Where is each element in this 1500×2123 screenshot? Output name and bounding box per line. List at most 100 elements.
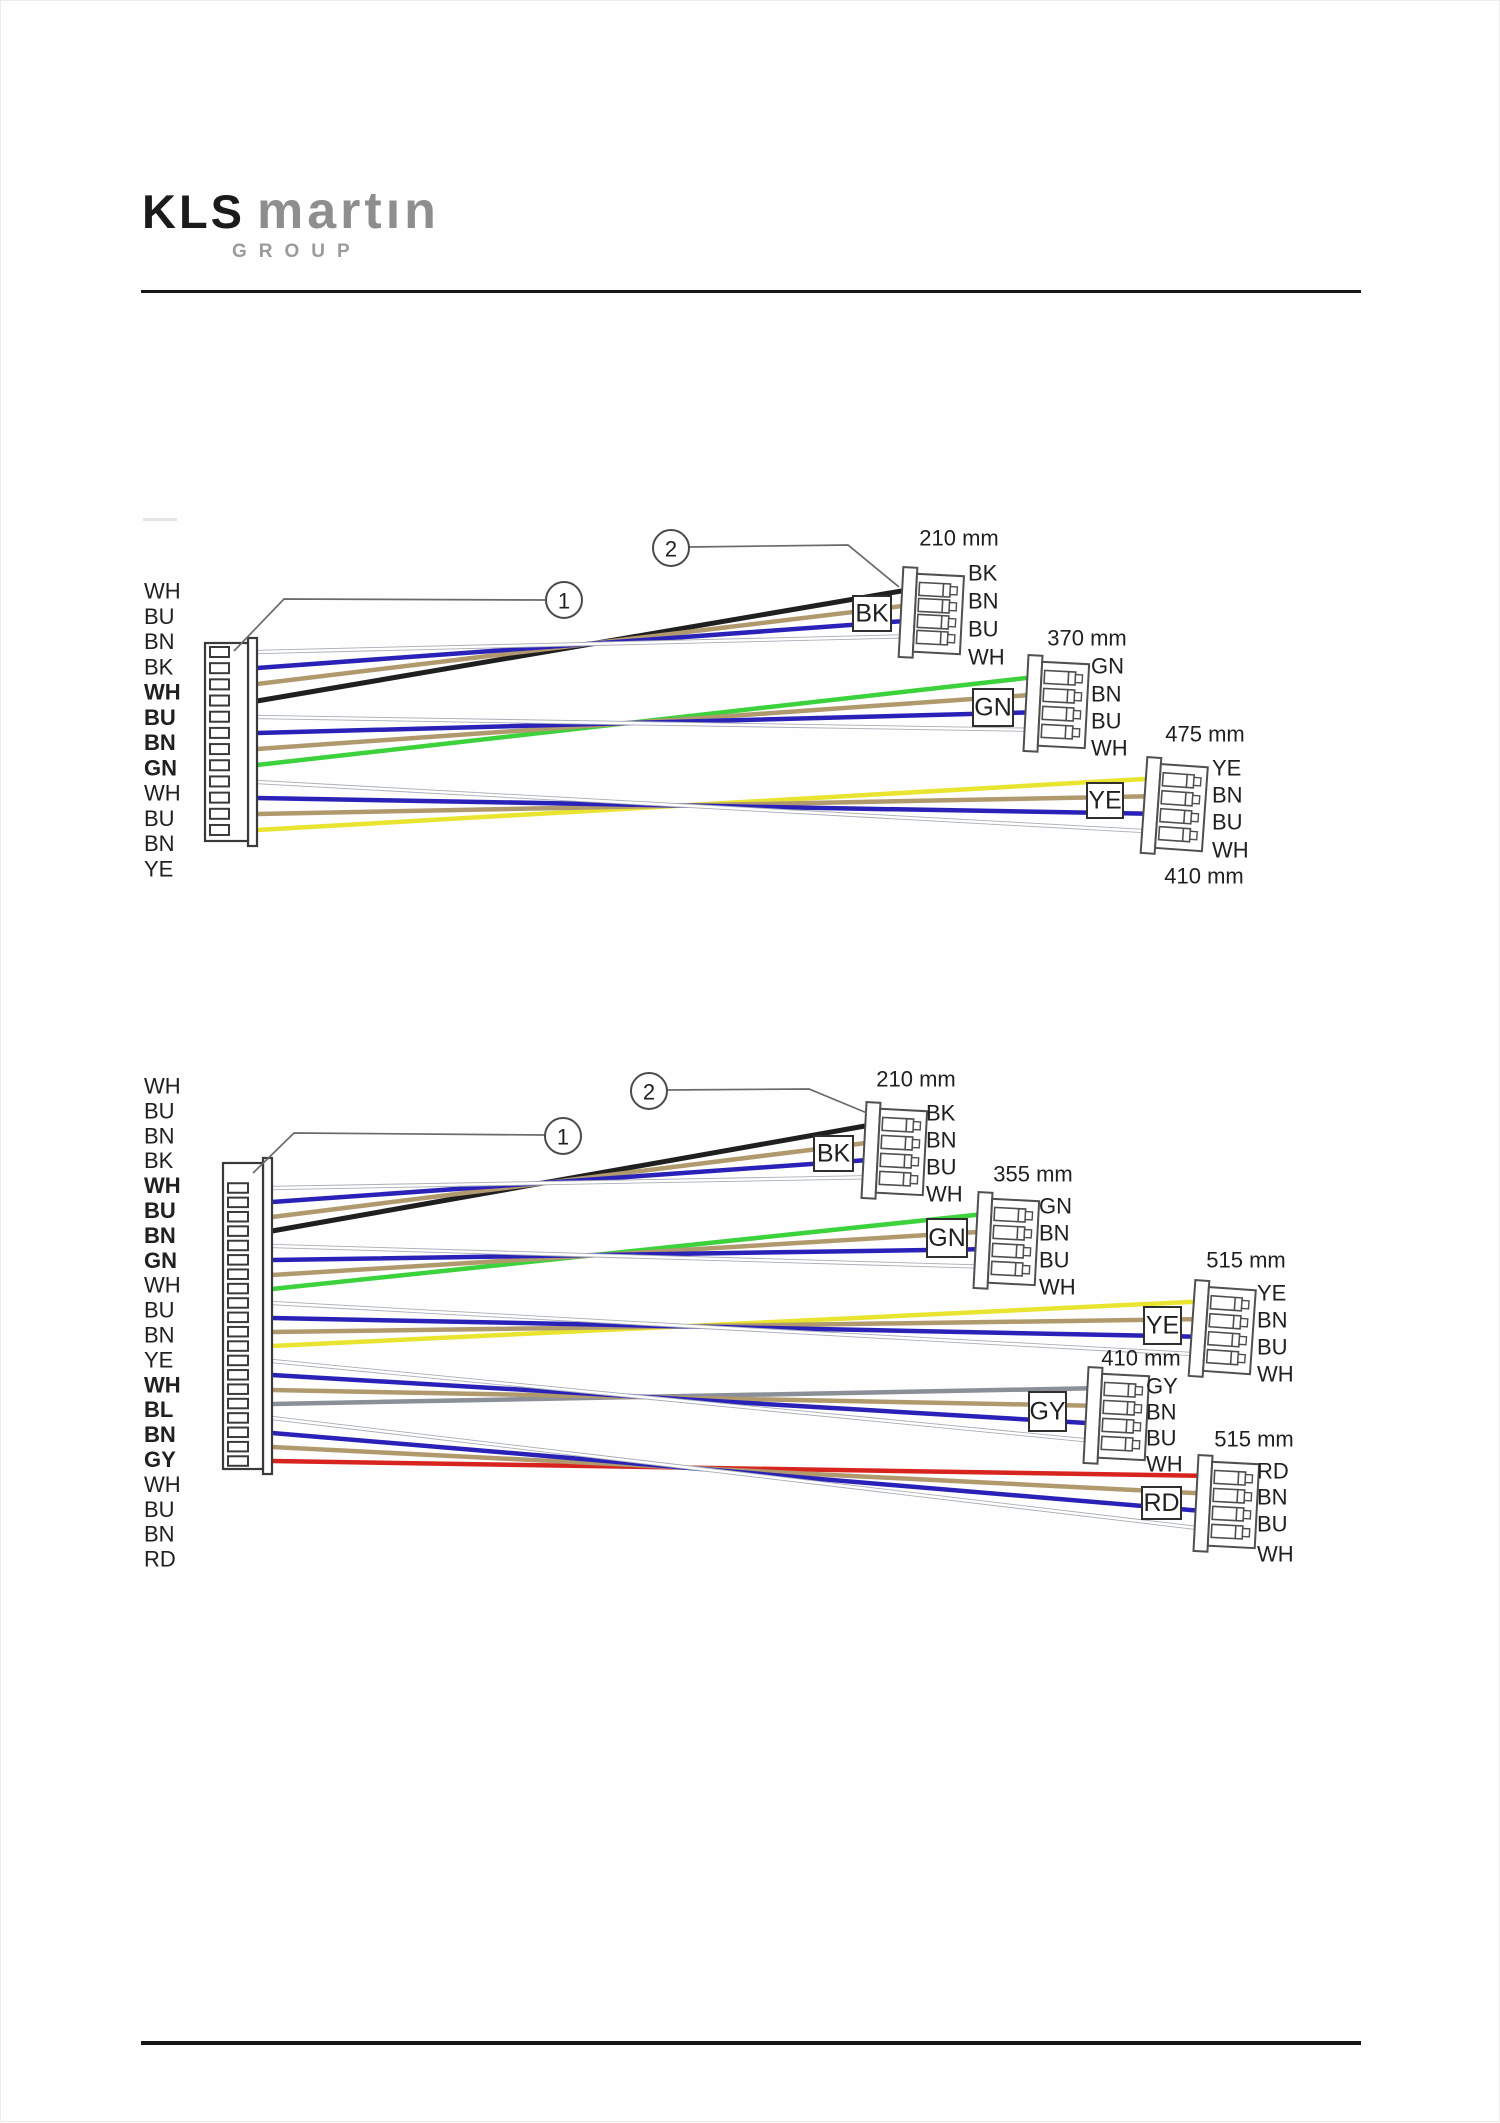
connector-pin-tick <box>1232 1315 1235 1329</box>
connector-pin-tail <box>1021 1264 1031 1275</box>
connector-pin-tail <box>947 617 957 628</box>
left-connector-pin <box>209 791 230 804</box>
pin-color-label: WH <box>144 680 181 705</box>
connector-pin-tick <box>1237 1471 1240 1485</box>
wire-tag-text-GN: GN <box>928 1224 966 1252</box>
left-connector-pin <box>209 775 230 788</box>
connector-slot <box>1161 771 1196 789</box>
brand-tagline-text: GROUP <box>232 241 362 262</box>
left-connector-pin <box>227 1297 249 1309</box>
left-connector-pin <box>209 726 230 739</box>
connector-4pin-BK <box>897 566 966 659</box>
wire-bundle-GN <box>254 673 1047 768</box>
connector-pin-tail <box>948 601 958 612</box>
branch-pin-label: BN <box>1146 1400 1177 1425</box>
left-connector-pin <box>209 710 230 723</box>
pin-color-label: YE <box>144 856 173 881</box>
connector-pin-tail <box>1071 727 1081 738</box>
wire-bundle-GY <box>269 1358 1107 1445</box>
connector-pin-tail <box>1238 1335 1248 1346</box>
left-connector-pin <box>209 646 230 658</box>
connector-pin-tick <box>1183 810 1186 824</box>
connector-slot <box>1157 825 1192 843</box>
left-connector-pin <box>227 1340 249 1352</box>
connector-pin-tail <box>1023 1228 1033 1239</box>
connector-pin-tail <box>911 1138 921 1149</box>
connector-slot <box>1211 1505 1245 1522</box>
pin-color-label: BN <box>144 1123 175 1148</box>
connector-pin-tick <box>1234 1525 1237 1539</box>
pin-color-label: BU <box>144 604 175 629</box>
branch-pin-label: BN <box>1257 1485 1288 1510</box>
callout-number-1: 1 <box>557 1125 569 1150</box>
connector-pin-tail <box>1190 812 1200 823</box>
connector-4pin-GN <box>1022 654 1091 753</box>
pin-color-label: WH <box>144 1372 181 1397</box>
left-connector-pin <box>209 807 230 820</box>
pin-color-label: BU <box>144 1497 175 1522</box>
connector-slot <box>1102 1399 1136 1416</box>
connector-pin-tick <box>1016 1226 1019 1240</box>
connector-pin-tick <box>1064 725 1067 739</box>
connector-slot <box>917 597 951 614</box>
wire-tag-box-YE <box>1086 782 1124 819</box>
connector-slot <box>1212 1487 1246 1504</box>
connector-pin-tail <box>1240 1299 1250 1310</box>
connector-pin-tail <box>1024 1210 1034 1221</box>
connector-slot <box>993 1206 1027 1223</box>
connector-slot <box>880 1134 914 1151</box>
pin-color-label: BU <box>144 1198 176 1223</box>
branch-length-label: 515 mm <box>1214 1427 1293 1452</box>
pin-color-label: WH <box>144 781 181 806</box>
connector-pin-tail <box>1073 691 1083 702</box>
connector-slot <box>918 581 952 598</box>
branch-pin-label: YE <box>1212 756 1241 781</box>
branch-pin-label: BU <box>1212 810 1243 835</box>
wire-bundle-BK <box>269 1120 885 1234</box>
callout-leader-line <box>666 1088 868 1114</box>
connector-slot <box>1043 669 1077 686</box>
connector-4pin-YE <box>1139 756 1209 855</box>
pin-color-label: GN <box>144 755 177 780</box>
left-connector-pin <box>227 1268 249 1280</box>
connector-pin-tick <box>1126 1401 1129 1415</box>
wire-WH <box>271 1416 1215 1532</box>
connector-pin-tail <box>1133 1403 1143 1414</box>
wire-bundle-RD <box>269 1415 1217 1533</box>
connector-slot <box>990 1260 1024 1277</box>
connector-pin-tick <box>940 615 943 629</box>
callout-number-2: 2 <box>665 537 677 562</box>
pin-color-label: BK <box>144 654 174 679</box>
connector-pin-tick <box>1185 774 1189 788</box>
left-connector-pin <box>227 1210 249 1223</box>
connector-slot <box>1040 723 1074 740</box>
pin-color-label: BU <box>144 705 176 730</box>
connector-4pin-GN <box>972 1191 1041 1290</box>
connector-pin-tick <box>1229 1351 1233 1365</box>
wire-bundle-YE <box>269 1298 1213 1358</box>
branch-pin-label: WH <box>1091 736 1128 761</box>
connector-pin-tick <box>1124 1437 1127 1451</box>
wire-tag-box-GN <box>972 688 1014 727</box>
branch-pin-label: WH <box>926 1182 963 1207</box>
connector-pin-tail <box>1239 1317 1249 1328</box>
pin-color-label: BL <box>144 1397 173 1422</box>
left-connector <box>221 1156 274 1476</box>
branch-pin-label: BU <box>1039 1248 1070 1273</box>
connector-pin-tail <box>912 1120 922 1131</box>
callout-circle-2 <box>652 529 690 567</box>
connector-pin-tail <box>1131 1439 1141 1450</box>
pin-color-label: BU <box>144 806 175 831</box>
pin-color-label: WH <box>144 579 181 604</box>
connector-slot <box>1207 1330 1241 1348</box>
wire-tag-box-GY <box>1028 1391 1067 1432</box>
wire-tag-text-GN: GN <box>974 694 1012 722</box>
pin-color-label: WH <box>144 1173 181 1198</box>
wire-WH <box>271 1359 1105 1444</box>
connector-pin-tail <box>1074 673 1084 684</box>
connector-pin-tick <box>1067 671 1070 685</box>
header-rule <box>141 290 1361 293</box>
connector-pin-tick <box>1125 1419 1128 1433</box>
brand-kls-text: KLS <box>142 185 245 238</box>
